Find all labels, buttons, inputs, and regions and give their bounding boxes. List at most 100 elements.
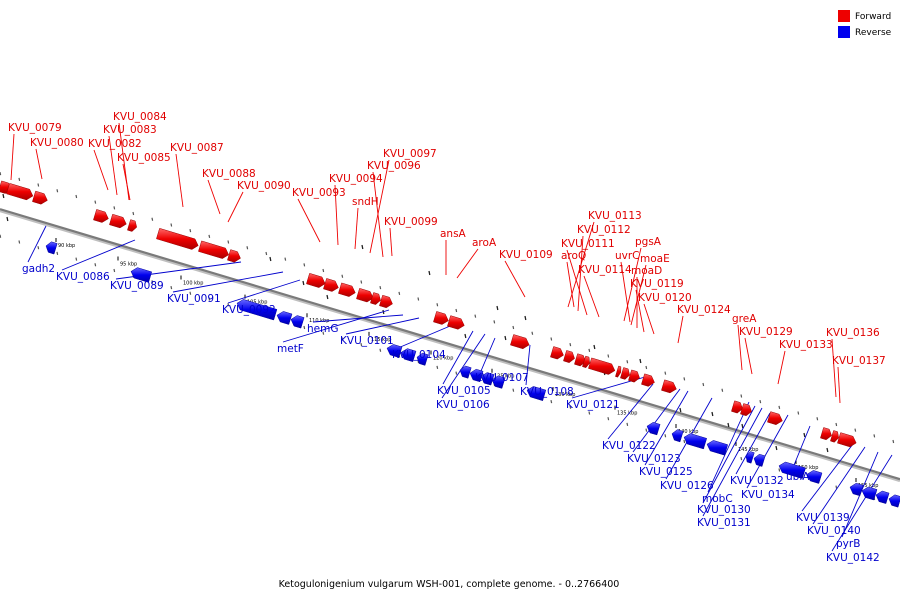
track-dash	[826, 447, 829, 453]
forward-gene-label: KVU_0097	[383, 148, 437, 160]
forward-gene-label: KVU_0113	[588, 210, 642, 222]
track-dot	[227, 303, 230, 307]
track-dot	[436, 365, 439, 370]
forward-gene-label: KVU_0137	[832, 355, 886, 367]
label-leader-line	[577, 235, 584, 312]
label-leader-line	[837, 366, 841, 404]
label-leader-line	[172, 271, 284, 293]
track-dash	[524, 315, 527, 321]
reverse-gene-arrow	[861, 486, 878, 501]
forward-gene-arrow	[641, 373, 655, 387]
reverse-gene-label: KVU_0105	[437, 385, 491, 397]
track-dot	[0, 172, 2, 176]
label-leader-line	[644, 390, 689, 466]
label-leader-line	[345, 317, 420, 335]
track-dot	[75, 194, 78, 199]
track-dot	[778, 405, 781, 409]
label-leader-line	[525, 344, 531, 386]
label-leader-line	[737, 324, 743, 371]
label-leader-line	[831, 338, 837, 398]
forward-gene-label: KVU_0084	[113, 111, 167, 123]
forward-gene-label: KVU_0119	[630, 278, 684, 290]
kbp-tick: 90 kbp	[55, 237, 75, 249]
label-leader-line	[702, 405, 756, 504]
track-dot	[607, 354, 610, 358]
label-leader-lines	[10, 122, 893, 552]
forward-gene-label: KVU_0090	[237, 180, 291, 192]
reverse-gene-label: KVU_0091	[167, 293, 221, 305]
forward-gene-label: ansA	[440, 228, 467, 240]
kbp-tick: 130 kbp	[552, 387, 575, 398]
reverse-gene-label: KVU_0122	[602, 440, 656, 452]
label-leader-line	[566, 249, 588, 316]
forward-gene-arrow	[433, 311, 449, 325]
reverse-gene-label: KVU_0104	[392, 349, 446, 361]
track-dash	[302, 280, 305, 286]
track-dot	[151, 280, 154, 284]
reverse-gene-label: KVU_0106	[436, 399, 490, 411]
track-dot	[265, 251, 268, 256]
track-dot	[132, 211, 135, 216]
track-dot	[550, 399, 553, 404]
reverse-gene-label: KVU_0089	[110, 280, 164, 292]
forward-gene-arrow	[6, 182, 34, 201]
track-dot	[284, 257, 287, 261]
forward-gene-arrow	[109, 213, 127, 229]
forward-gene-arrow	[620, 367, 630, 380]
track-dot	[322, 331, 325, 335]
track-dot	[75, 257, 78, 261]
forward-gene-label: KVU_0109	[499, 249, 553, 261]
track-dot	[569, 343, 572, 347]
track-dot	[208, 297, 211, 301]
backbone-shadow	[0, 209, 900, 483]
label-leader-line	[480, 337, 496, 372]
track-dot	[56, 251, 59, 256]
forward-gene-label: KVU_0129	[739, 326, 793, 338]
reverse-gene-arrow	[671, 429, 684, 443]
label-leader-line	[282, 309, 390, 343]
kbp-tick: 120 kbp	[430, 350, 453, 361]
track-dot	[835, 485, 838, 489]
track-dot	[170, 285, 173, 290]
kbp-tick-label: 95 kbp	[120, 262, 137, 268]
kbp-tick: 135 kbp	[614, 405, 637, 417]
genome-backbone	[0, 208, 900, 483]
track-dot	[0, 234, 2, 238]
track-dot	[854, 428, 857, 432]
track-dot	[721, 388, 724, 392]
kbp-tick-label: 155 kbp	[858, 483, 878, 489]
label-leader-line	[583, 275, 600, 318]
forward-gene-arrow	[93, 209, 109, 223]
forward-gene-label: KVU_0099	[384, 216, 438, 228]
forward-gene-label: aroA	[472, 237, 497, 249]
forward-gene-label: KVU_0080	[30, 137, 84, 149]
forward-gene-label: KVU_0120	[638, 292, 692, 304]
label-leader-line	[623, 247, 642, 322]
forward-gene-label: uvrC	[615, 250, 640, 262]
forward-gene-label: KVU_0093	[292, 187, 346, 199]
forward-gene-label: KVU_0136	[826, 327, 880, 339]
label-leader-line	[635, 289, 645, 333]
track-dash	[803, 432, 806, 438]
forward-gene-arrow	[510, 334, 530, 350]
kbp-tick-label: 125 kbp	[494, 374, 514, 380]
label-leader-line	[442, 330, 474, 385]
track-dot	[94, 263, 97, 267]
track-dash	[639, 358, 642, 364]
label-leader-line	[812, 446, 866, 525]
kbp-tick: 95 kbp	[117, 256, 137, 268]
forward-gene-arrow	[563, 350, 575, 363]
track-dot	[645, 365, 648, 370]
track-dot	[683, 377, 686, 381]
track-dash	[496, 305, 499, 311]
kbp-tick-label: 120 kbp	[433, 355, 453, 361]
legend-forward-swatch	[838, 10, 850, 22]
forward-gene-label: KVU_0114	[578, 264, 632, 276]
label-leader-line	[227, 279, 301, 304]
label-leader-line	[566, 261, 575, 308]
track-dash	[775, 445, 778, 451]
track-dot	[37, 246, 40, 250]
forward-gene-arrow	[582, 355, 590, 368]
forward-gene-label: KVU_0088	[202, 168, 256, 180]
forward-gene-arrow	[731, 400, 743, 414]
